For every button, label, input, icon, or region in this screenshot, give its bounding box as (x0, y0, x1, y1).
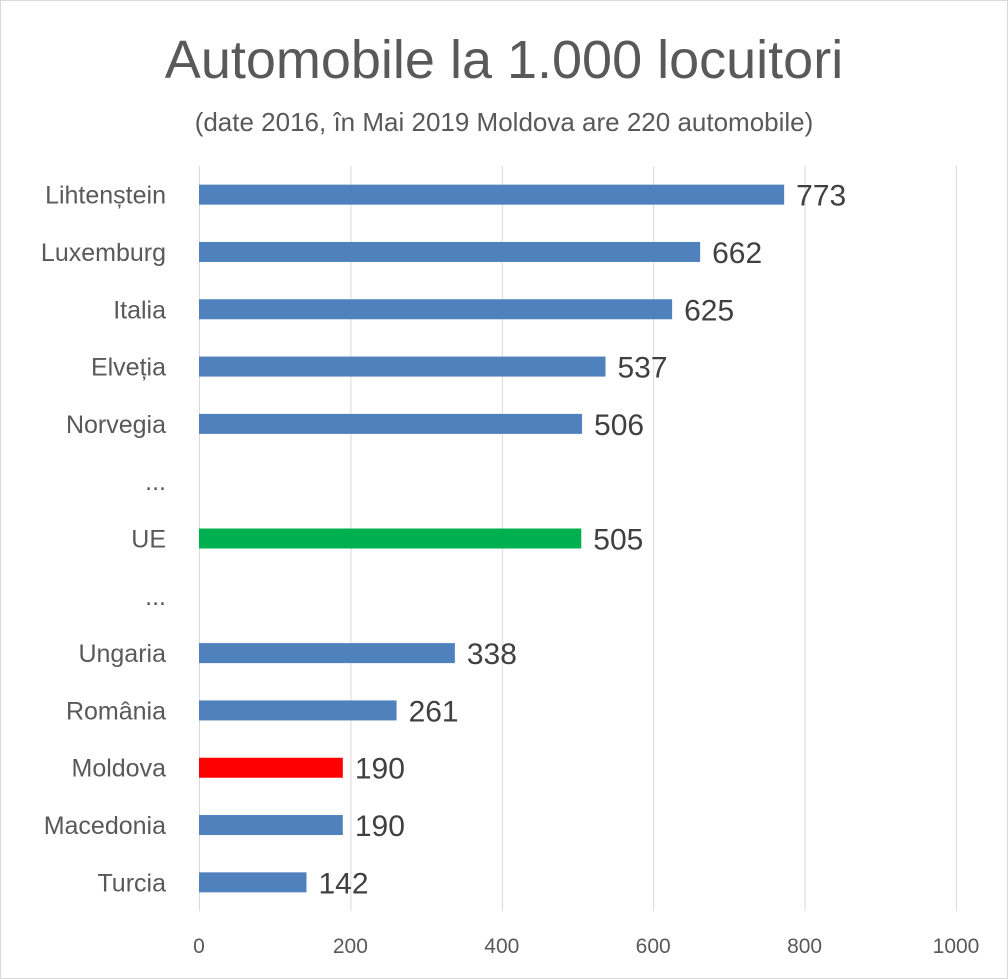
x-tick-label: 400 (484, 935, 519, 958)
value-label: 773 (796, 180, 846, 213)
category-label: Ungaria (78, 640, 166, 668)
category-label: Elveția (91, 354, 166, 382)
category-label: Luxemburg (41, 239, 166, 267)
value-label: 625 (684, 294, 734, 327)
value-label: 662 (712, 237, 762, 270)
category-label: România (66, 697, 166, 725)
category-label: Turcia (97, 869, 166, 897)
value-label: 505 (593, 524, 643, 557)
bar (199, 872, 307, 893)
bar (199, 299, 673, 320)
x-tick-label: 600 (636, 935, 671, 958)
category-label: Italia (113, 296, 166, 324)
category-label: ... (145, 468, 166, 496)
value-label: 506 (594, 409, 644, 442)
chart-subtitle: (date 2016, în Mai 2019 Moldova are 220 … (194, 107, 814, 137)
bar (199, 413, 583, 434)
category-label: ... (145, 583, 166, 611)
x-tick-label: 200 (333, 935, 368, 958)
chart-title: Automobile la 1.000 locuitori (164, 30, 844, 90)
category-label: Moldova (72, 755, 167, 783)
x-tick-label: 0 (193, 935, 205, 958)
category-label: Norvegia (66, 411, 166, 439)
category-label: UE (131, 526, 166, 554)
bar (199, 700, 397, 721)
value-label: 190 (355, 753, 405, 786)
bar (199, 757, 343, 778)
bar (199, 815, 343, 836)
bar (199, 356, 606, 377)
bar (199, 643, 455, 664)
value-label: 537 (618, 352, 668, 385)
bar (199, 241, 701, 262)
x-tick-label: 1000 (933, 935, 980, 958)
value-label: 142 (318, 867, 368, 900)
bar (199, 528, 582, 549)
category-label: Lihtenștein (45, 182, 166, 210)
category-label: Macedonia (44, 812, 166, 840)
value-label: 338 (467, 638, 517, 671)
value-label: 261 (409, 695, 459, 728)
x-tick-label: 800 (787, 935, 822, 958)
value-label: 190 (355, 810, 405, 843)
bar (199, 184, 785, 205)
